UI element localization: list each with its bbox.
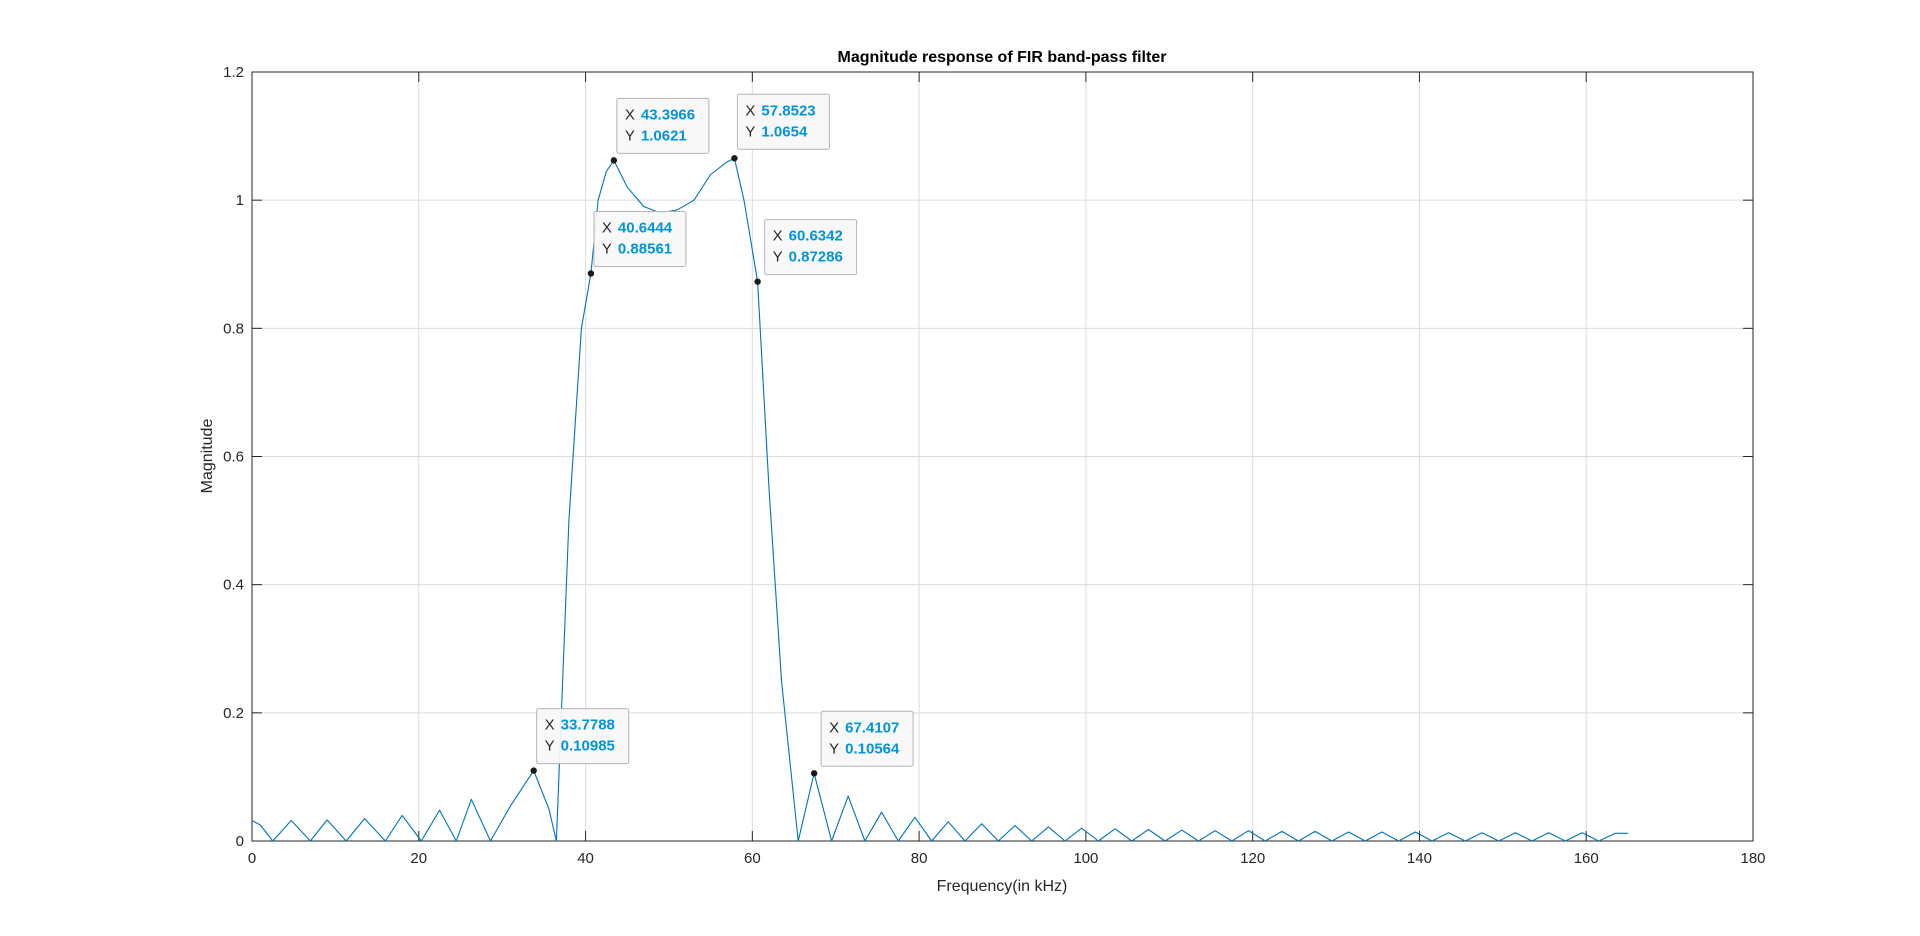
datatip-x-label: X <box>745 102 755 119</box>
y-tick-label: 0.6 <box>223 449 244 466</box>
magnitude-series-line <box>251 157 1628 842</box>
datatip-x-value: 43.3966 <box>641 106 695 123</box>
datatip-marker[interactable] <box>587 270 595 277</box>
x-tick-label: 160 <box>1574 850 1599 867</box>
datatip-x-label: X <box>773 228 783 245</box>
y-tick-label: 0 <box>236 833 244 850</box>
y-tick-label: 1 <box>236 192 244 209</box>
x-tick-label: 140 <box>1407 850 1432 867</box>
datatip-x-value: 67.4107 <box>845 719 899 736</box>
datatip-x-value: 40.6444 <box>618 219 673 236</box>
datatip-y-label: Y <box>625 127 635 144</box>
chart-title: Magnitude response of FIR band-pass filt… <box>838 49 1167 66</box>
datatip-y-label: Y <box>773 249 783 266</box>
datatip-box <box>736 93 830 150</box>
grid-lines <box>251 71 1754 842</box>
y-tick-label: 1.2 <box>223 64 244 81</box>
datatip-y-label: Y <box>745 123 755 140</box>
datatip-marker[interactable] <box>610 157 618 164</box>
x-tick-label: 120 <box>1240 850 1265 867</box>
x-tick-label: 60 <box>744 850 761 867</box>
datatip-marker[interactable] <box>530 767 537 774</box>
datatip-box <box>593 210 687 267</box>
series-layer <box>251 157 1628 842</box>
x-tick-label: 80 <box>911 850 928 867</box>
datatip-x-label: X <box>602 219 612 236</box>
datatip-box <box>536 708 630 765</box>
datatip-y-label: Y <box>545 738 555 755</box>
datatip-y-label: Y <box>602 240 612 257</box>
datatip-marker[interactable] <box>754 278 761 285</box>
y-axis-label: Magnitude <box>199 419 216 494</box>
x-tick-label: 40 <box>577 850 594 867</box>
datatip-marker[interactable] <box>731 155 738 162</box>
datatip-box <box>820 710 914 767</box>
datatip-y-value: 1.0621 <box>641 127 687 144</box>
datatip-y-label: Y <box>829 740 839 757</box>
datatip-x-value: 60.6342 <box>789 228 843 245</box>
datatip-box <box>616 97 710 154</box>
datatip-marker[interactable] <box>810 770 818 777</box>
datatip-y-value: 0.10564 <box>845 740 900 757</box>
datatip-y-value: 1.0654 <box>761 123 808 140</box>
datatip-x-label: X <box>545 717 555 734</box>
datatip-y-value: 0.10985 <box>561 738 615 755</box>
datatip-x-value: 33.7788 <box>561 717 615 734</box>
y-tick-label: 0.8 <box>223 320 244 337</box>
axis-ticks: 0 20 40 60 80 100 120 140 160 180 0 0.2 0.4 0.6 0.8 1 1.… <box>223 64 1765 867</box>
x-axis-label: Frequency(in kHz) <box>937 878 1068 895</box>
x-tick-label: 180 <box>1740 850 1765 867</box>
y-tick-label: 0.2 <box>223 705 244 722</box>
x-tick-label: 100 <box>1073 850 1098 867</box>
datatip-x-label: X <box>625 106 635 123</box>
x-tick-label: 0 <box>248 850 256 867</box>
datatip-y-value: 0.87286 <box>789 249 843 266</box>
datatip-y-value: 0.88561 <box>618 240 672 257</box>
datatip-x-value: 57.8523 <box>761 102 815 119</box>
y-tick-label: 0.4 <box>223 577 244 594</box>
datatip-x-label: X <box>829 719 839 736</box>
datatip-box <box>764 219 858 276</box>
x-tick-label: 20 <box>410 850 427 867</box>
